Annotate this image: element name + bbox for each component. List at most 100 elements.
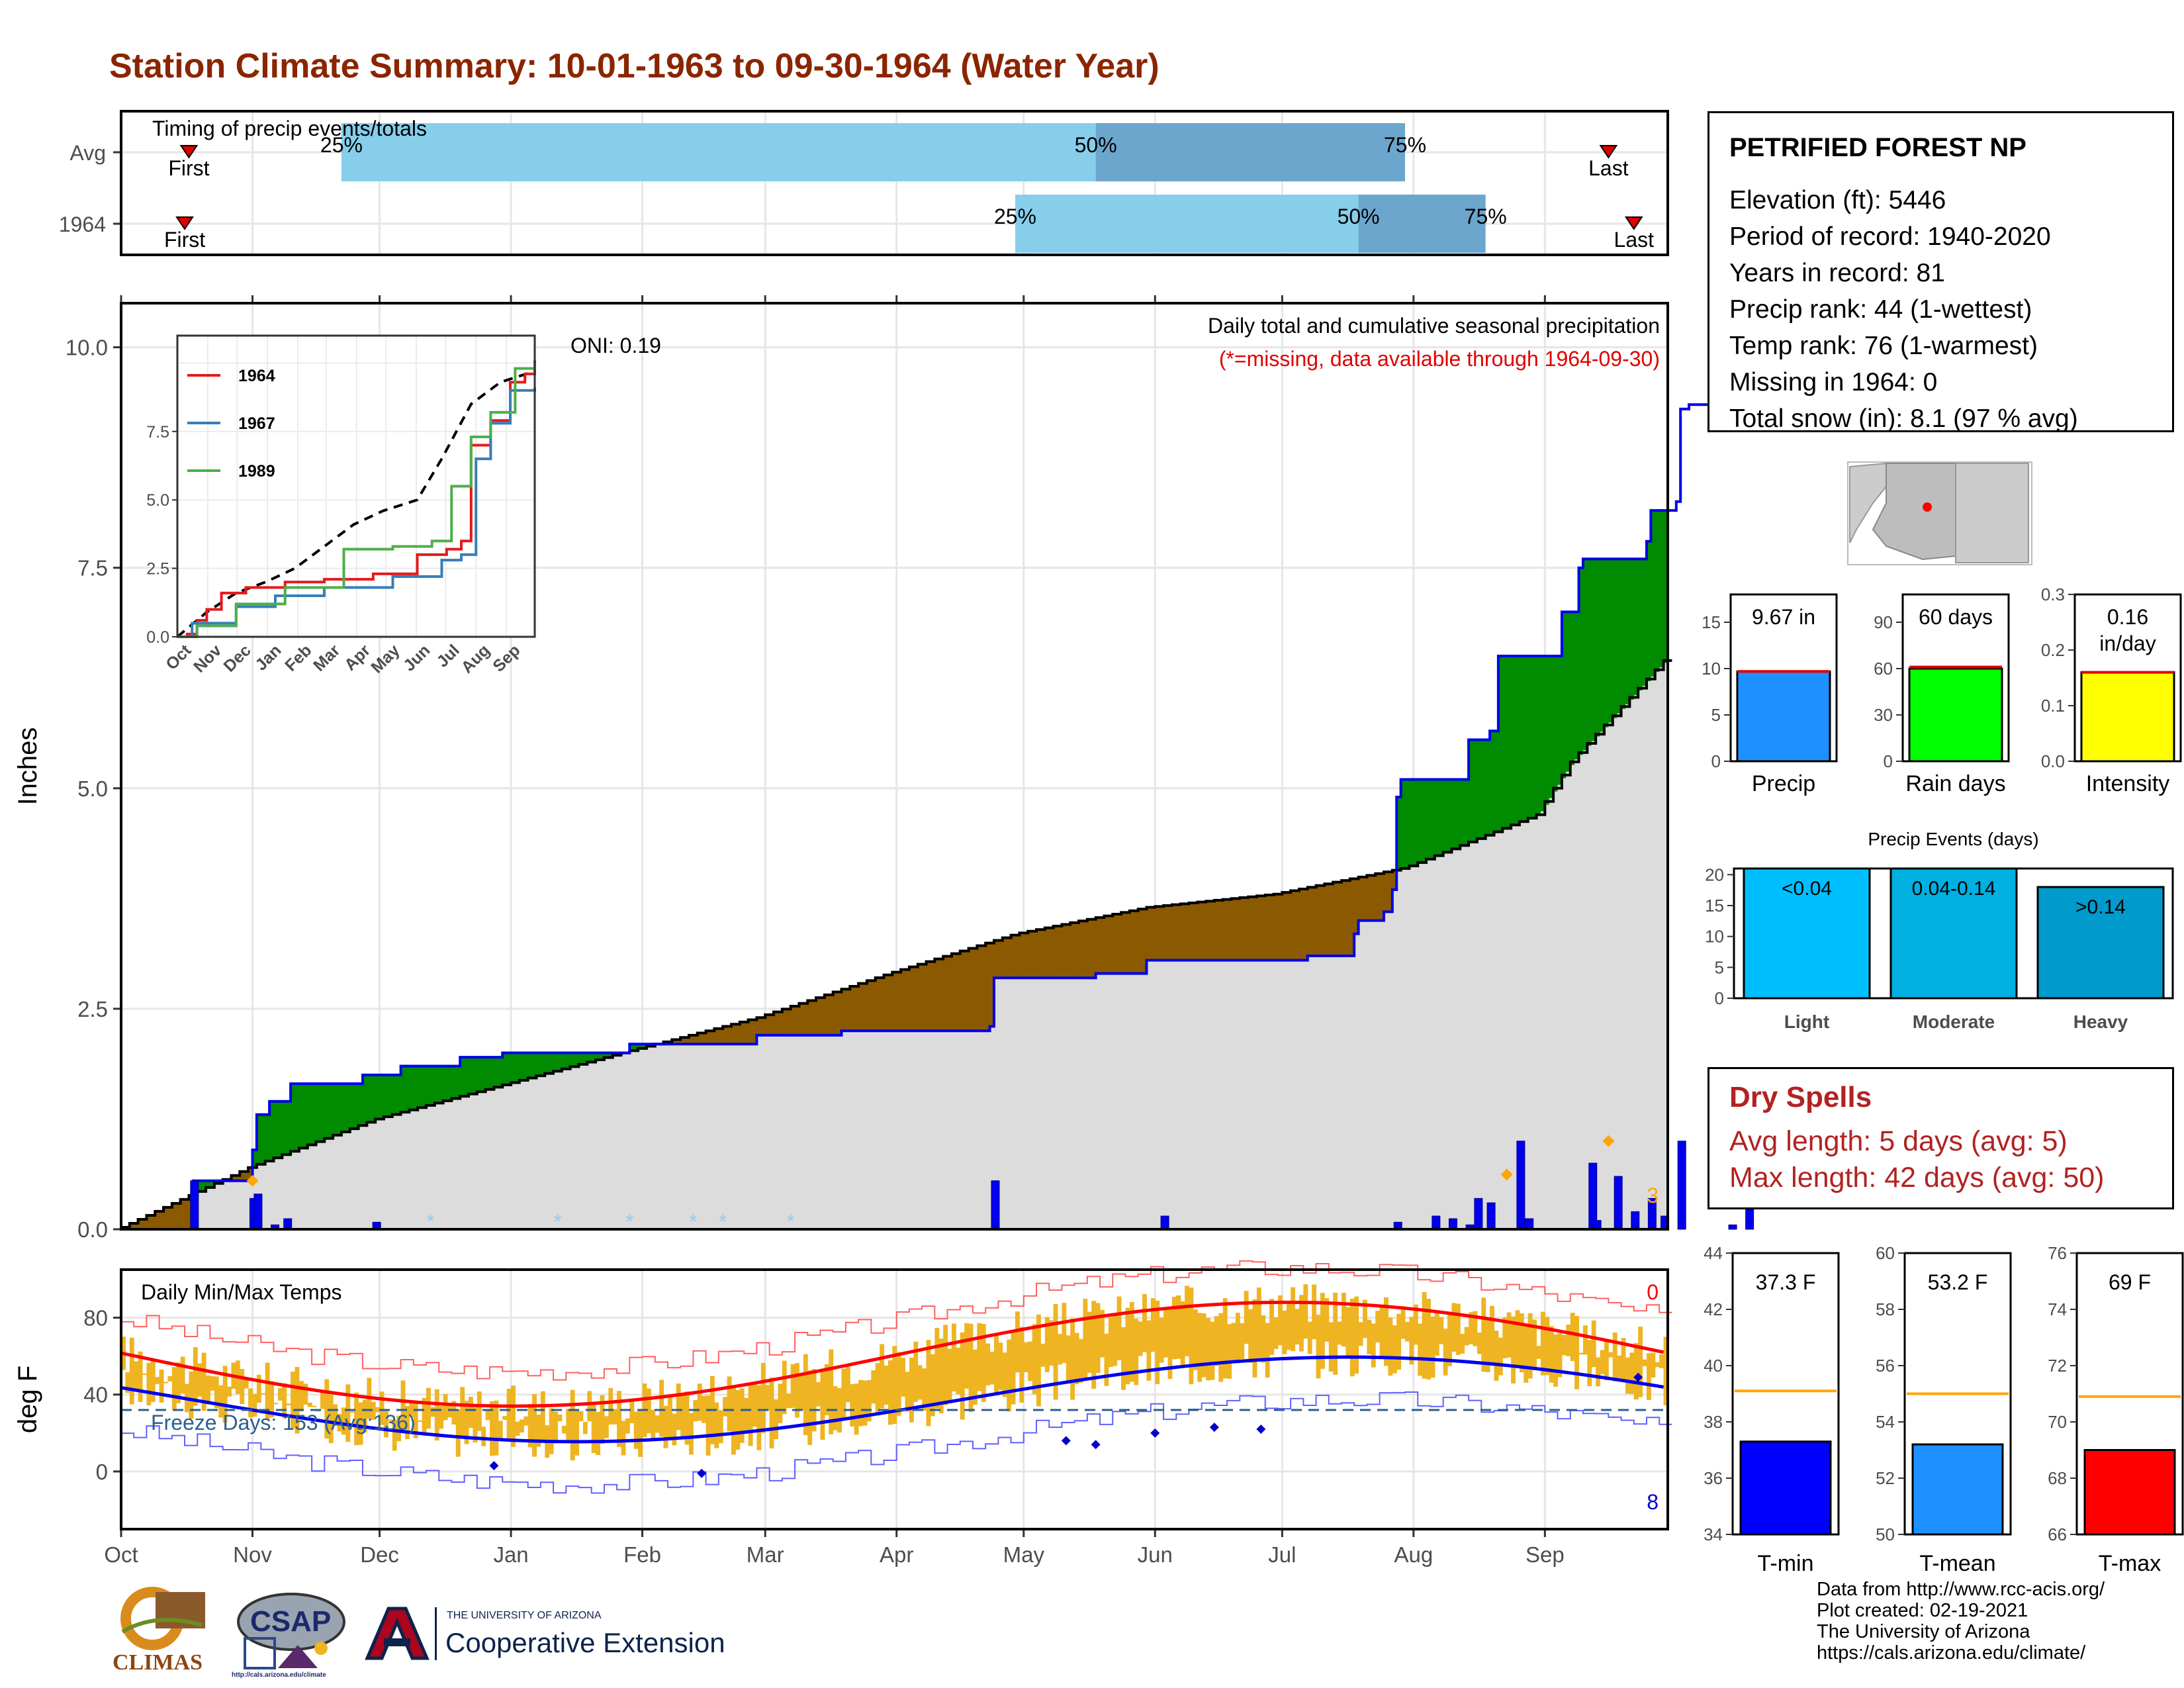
month-tick-label: Nov xyxy=(233,1542,272,1567)
precip-events-category: Light xyxy=(1784,1011,1829,1032)
cumulative-fill xyxy=(909,1031,914,1229)
cumulative-fill xyxy=(519,1080,524,1229)
departure-fill xyxy=(1409,779,1414,867)
daily-temp-range-bar xyxy=(527,1403,533,1448)
departure-fill xyxy=(1074,922,1079,978)
departure-fill xyxy=(1206,901,1211,961)
departure-fill xyxy=(1426,779,1432,861)
departure-fill xyxy=(1400,779,1406,869)
daily-temp-range-bar xyxy=(1524,1324,1529,1383)
cumulative-fill xyxy=(349,1129,355,1229)
daily-temp-range-bar xyxy=(1252,1299,1257,1378)
daily-temp-range-bar xyxy=(553,1411,558,1444)
tmax-panel-tick-label: 68 xyxy=(2048,1468,2067,1488)
departure-fill xyxy=(1553,655,1559,792)
intensity-panel-tick-label: 0.2 xyxy=(2041,640,2065,660)
intensity-panel-tick-label: 0.0 xyxy=(2041,751,2065,771)
departure-fill xyxy=(739,1022,745,1045)
daily-temp-range-bar xyxy=(1464,1327,1469,1346)
cumulative-fill xyxy=(345,1131,351,1229)
cumulative-fill xyxy=(1150,960,1156,1229)
daily-temp-range-bar xyxy=(273,1403,279,1405)
departure-fill xyxy=(481,1057,486,1092)
daily-temp-range-bar xyxy=(1455,1303,1461,1355)
cumulative-fill xyxy=(455,1098,461,1229)
cumulative-fill xyxy=(705,1044,711,1229)
departure-fill xyxy=(265,1114,270,1162)
daily-temp-range-bar xyxy=(972,1349,978,1405)
departure-fill xyxy=(1019,933,1024,978)
cumulative-fill xyxy=(1646,681,1651,1229)
daily-precip-bar xyxy=(1588,1162,1598,1230)
cumulative-fill xyxy=(934,1031,940,1229)
daily-temp-range-bar xyxy=(396,1415,402,1442)
departure-fill xyxy=(977,946,982,1031)
daily-temp-range-bar xyxy=(502,1416,508,1420)
tmean-panel-tick-label: 54 xyxy=(1876,1412,1895,1432)
precip-events-bar-label: >0.14 xyxy=(2075,896,2126,918)
precip-events-panel: Precip Events (days) <0.04 Light 0.04-0.14 M… xyxy=(1705,829,2174,1032)
daily-temp-range-bar xyxy=(1146,1320,1152,1381)
departure-fill xyxy=(434,1066,439,1104)
departure-fill xyxy=(998,939,1003,978)
departure-fill xyxy=(286,1101,291,1154)
daily-temp-range-bar xyxy=(884,1366,889,1405)
departure-fill xyxy=(1422,779,1427,862)
departure-fill xyxy=(1430,779,1435,859)
daily-temp-range-bar xyxy=(150,1359,156,1402)
cumulative-fill xyxy=(1600,731,1605,1229)
departure-fill xyxy=(295,1084,300,1151)
cumulative-fill xyxy=(1651,677,1656,1229)
daily-temp-range-bar xyxy=(498,1421,503,1441)
cumulative-fill xyxy=(820,1035,825,1229)
cumulative-fill xyxy=(1100,973,1105,1229)
daily-temp-range-bar xyxy=(312,1405,317,1407)
daily-temp-range-bar xyxy=(688,1413,694,1455)
departure-fill xyxy=(1023,932,1028,978)
cumulative-fill xyxy=(1227,960,1232,1229)
tmin-panel-axis-label: T-min xyxy=(1758,1551,1814,1576)
cumulative-fill xyxy=(684,1044,690,1229)
timing-row-label: 1964 xyxy=(59,212,106,236)
departure-fill xyxy=(337,1084,342,1135)
departure-fill xyxy=(1663,510,1668,663)
cumulative-fill xyxy=(1256,960,1261,1229)
cumulative-fill xyxy=(443,1101,448,1229)
record-low-marker xyxy=(697,1468,707,1478)
daily-precip-bar xyxy=(1160,1215,1169,1230)
cumulative-fill xyxy=(778,1035,783,1229)
daily-temp-range-bar xyxy=(1341,1292,1346,1347)
daily-temp-range-bar xyxy=(1019,1327,1024,1403)
departure-fill xyxy=(383,1074,388,1117)
daily-temp-range-bar xyxy=(1426,1299,1431,1380)
departure-fill xyxy=(1324,884,1330,956)
daily-temp-range-bar xyxy=(506,1388,512,1442)
cumulative-fill xyxy=(1040,978,1046,1229)
daily-temp-range-bar xyxy=(1007,1339,1012,1412)
cumulative-fill xyxy=(481,1091,486,1229)
departure-fill xyxy=(1286,892,1291,961)
cumulative-fill xyxy=(578,1064,584,1229)
cumulative-fill xyxy=(1265,960,1270,1229)
cumulative-fill xyxy=(1235,960,1240,1229)
departure-fill xyxy=(642,1044,647,1049)
departure-fill xyxy=(171,1204,177,1229)
daily-temp-range-bar xyxy=(596,1411,601,1456)
daily-precip-bar xyxy=(1474,1197,1483,1230)
cumulative-fill xyxy=(1447,851,1453,1229)
daily-temp-range-bar xyxy=(1557,1333,1563,1378)
cumulative-fill xyxy=(447,1100,453,1229)
month-tick-label: Aug xyxy=(1394,1542,1433,1567)
daily-temp-range-bar xyxy=(1642,1359,1647,1366)
cumulative-fill xyxy=(1477,839,1482,1229)
daily-temp-range-bar xyxy=(951,1323,956,1391)
departure-fill xyxy=(1455,779,1461,849)
daily-temp-range-bar xyxy=(388,1419,393,1421)
departure-fill xyxy=(176,1202,181,1229)
daily-temp-range-bar xyxy=(718,1410,723,1444)
departure-fill xyxy=(138,1220,143,1229)
tmax-panel-tick-label: 66 xyxy=(2048,1524,2067,1544)
daily-temp-range-bar xyxy=(1422,1291,1427,1379)
cumulative-fill xyxy=(490,1088,495,1229)
departure-fill xyxy=(404,1066,410,1112)
